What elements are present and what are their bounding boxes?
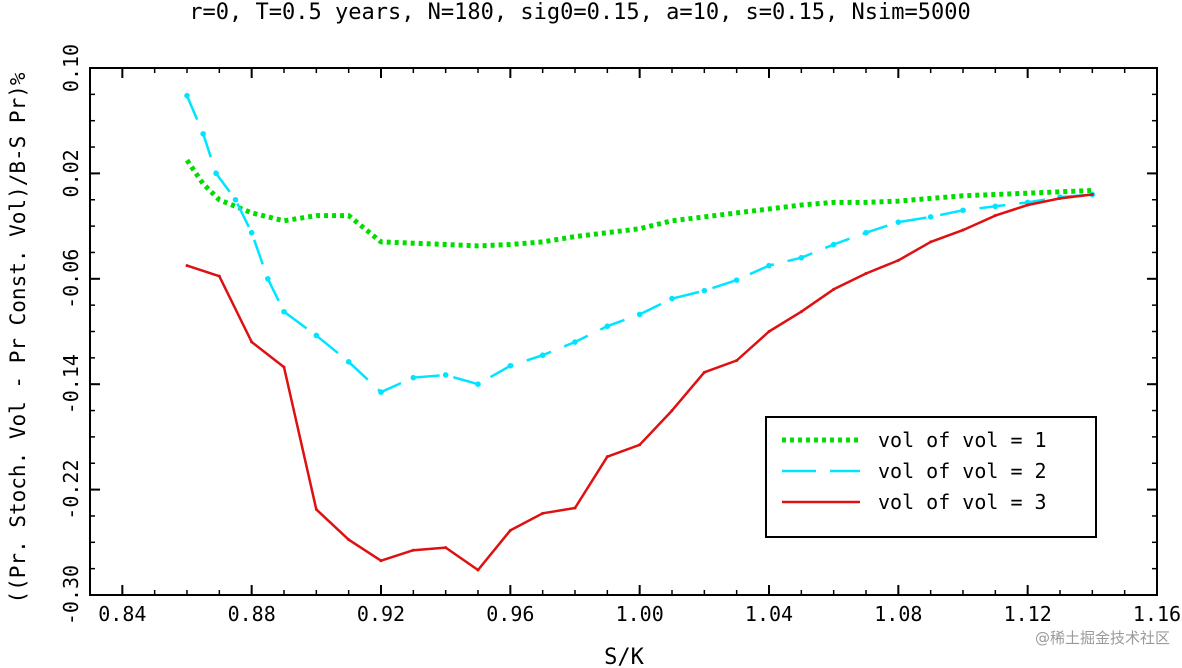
data-point — [766, 262, 772, 269]
data-point — [281, 308, 287, 315]
data-point — [250, 340, 254, 344]
data-point — [798, 254, 805, 261]
data-point — [735, 358, 739, 362]
data-point — [605, 455, 609, 459]
data-point — [604, 323, 611, 330]
data-point — [411, 548, 415, 552]
data-point — [1058, 196, 1062, 200]
data-point — [213, 170, 219, 177]
x-tick-label: 0.84 — [98, 602, 146, 626]
data-point — [929, 240, 933, 244]
data-point — [638, 443, 642, 447]
data-point — [1026, 203, 1030, 207]
data-point — [282, 365, 286, 369]
y-tick-label: 0.02 — [59, 149, 83, 197]
data-point — [185, 264, 189, 268]
data-point — [313, 332, 320, 339]
data-point — [992, 203, 999, 210]
data-point — [442, 372, 449, 378]
data-point — [200, 131, 206, 137]
x-tick-label: 1.12 — [1004, 602, 1052, 626]
x-tick-label: 0.96 — [486, 602, 534, 626]
data-point — [960, 207, 966, 214]
data-point — [830, 241, 837, 248]
data-point — [961, 228, 965, 232]
data-point — [864, 272, 868, 276]
data-point — [232, 196, 239, 203]
data-point — [314, 507, 318, 511]
data-point — [832, 287, 836, 291]
data-point — [572, 339, 578, 345]
y-tick-label: -0.22 — [59, 459, 83, 519]
data-point — [444, 546, 448, 550]
legend-label-3: vol of vol = 3 — [878, 490, 1047, 514]
watermark: @稀土掘金技术社区 — [1034, 629, 1170, 647]
legend: vol of vol = 1 vol of vol = 2 vol of vol =… — [765, 416, 1097, 538]
data-point — [378, 389, 384, 395]
data-point — [265, 276, 271, 282]
data-point — [379, 559, 383, 563]
y-tick-label: -0.14 — [59, 354, 83, 414]
data-point — [896, 258, 900, 262]
data-point — [636, 311, 643, 318]
data-point — [476, 568, 480, 572]
data-point — [541, 511, 545, 515]
y-axis-label: ((Pr. Stoch. Vol - Pr Const. Vol)/B-S Pr… — [6, 72, 30, 603]
data-point — [345, 359, 352, 365]
x-axis-label: S/K — [604, 645, 644, 668]
data-point — [733, 277, 740, 283]
data-point — [863, 229, 869, 236]
x-tick-label: 1.00 — [616, 602, 664, 626]
data-point — [669, 295, 675, 302]
series-line-2 — [185, 95, 1093, 394]
data-point — [702, 370, 706, 374]
legend-label-1: vol of vol = 1 — [878, 428, 1047, 452]
data-point — [539, 352, 546, 359]
y-tick-label: -0.06 — [59, 249, 83, 309]
data-point — [573, 506, 577, 510]
data-point — [217, 274, 221, 278]
x-tick-label: 1.08 — [874, 602, 922, 626]
data-point — [508, 528, 512, 532]
data-point — [248, 229, 255, 236]
x-tick-label: 1.16 — [1133, 602, 1181, 626]
data-point — [184, 92, 190, 99]
data-point — [895, 219, 902, 225]
data-point — [799, 310, 803, 314]
data-point — [410, 374, 417, 381]
x-tick-label: 0.88 — [228, 602, 276, 626]
legend-box — [765, 416, 1097, 538]
chart-title: r=0, T=0.5 years, N=180, sig0=0.15, a=10… — [189, 0, 970, 25]
x-tick-label: 1.04 — [745, 602, 793, 626]
data-point — [347, 538, 351, 542]
data-point — [767, 330, 771, 333]
data-point — [507, 362, 514, 369]
x-tick-label: 0.92 — [357, 602, 405, 626]
data-point — [670, 409, 674, 413]
data-point — [927, 214, 934, 220]
legend-label-2: vol of vol = 2 — [878, 459, 1047, 483]
data-point — [1090, 192, 1094, 196]
y-tick-label: 0.10 — [59, 44, 83, 92]
series-line-1 — [184, 158, 1093, 249]
y-tick-label: -0.30 — [59, 565, 83, 625]
data-point — [701, 287, 708, 294]
data-point — [475, 381, 481, 388]
data-point — [993, 214, 997, 218]
